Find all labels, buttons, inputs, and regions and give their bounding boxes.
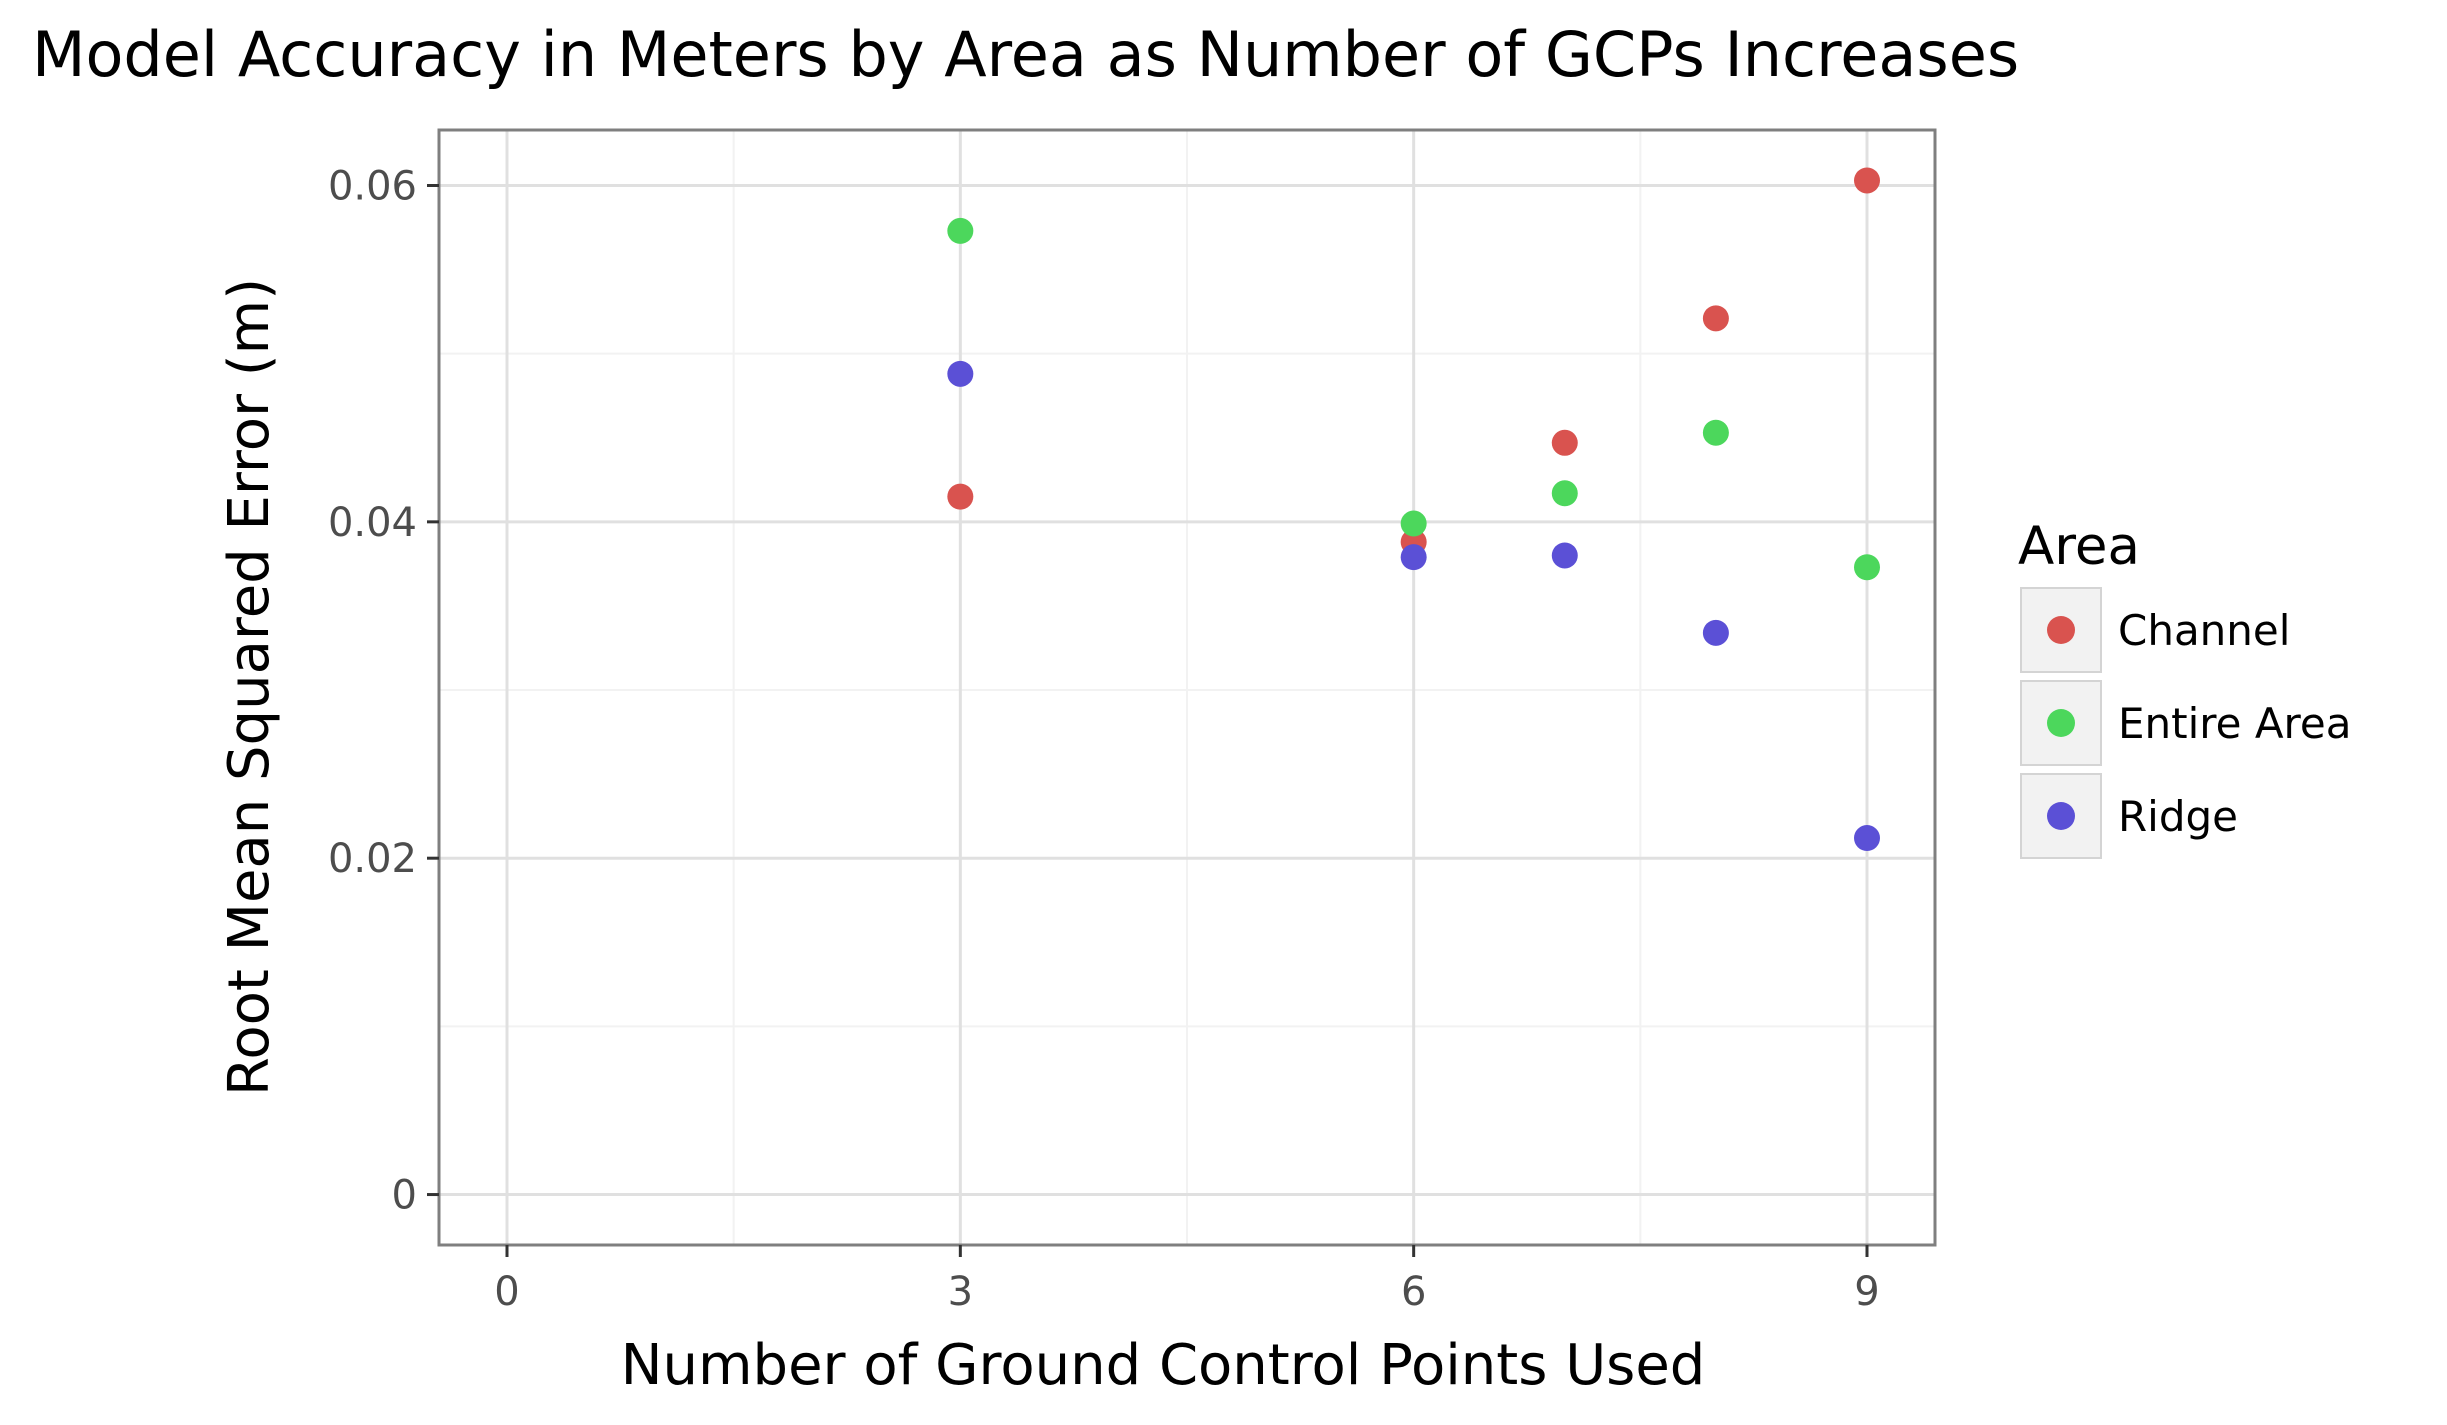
data-point-channel [947,483,974,510]
minor-gridlines [439,130,1935,1245]
data-point-entire-area [1551,480,1578,507]
data-point-ridge [1854,825,1880,852]
data-point-entire-area [1400,510,1427,537]
data-point-entire-area [1702,419,1729,446]
legend-label: Ridge [2118,792,2238,841]
plot-panel [437,128,1937,1247]
data-point-ridge [1400,544,1427,571]
x-axis-label: Number of Ground Control Points Used [621,1333,1706,1398]
chart-title: Model Accuracy in Meters by Area as Numb… [32,18,2019,91]
legend: Area Channel Entire Area Ridge [2018,516,2351,859]
data-point-channel [1854,167,1880,194]
data-point-ridge [947,360,974,387]
y-tick-label: 0.06 [328,163,417,209]
y-axis-label: Root Mean Squared Error (m) [217,278,282,1096]
data-point-ridge [1551,542,1578,569]
y-tick-label: 0.02 [328,836,417,882]
legend-marker [2047,709,2075,737]
legend-label: Channel [2118,606,2290,655]
y-axis: 0 0.02 0.04 0.06 [328,163,439,1219]
x-tick-label: 0 [494,1269,519,1315]
legend-title: Area [2018,516,2140,577]
x-tick-label: 6 [1401,1269,1426,1315]
y-tick-label: 0 [392,1173,417,1219]
data-point-entire-area [947,217,974,244]
y-tick-label: 0.04 [328,500,417,546]
data-point-ridge [1702,619,1729,646]
legend-items: Channel Entire Area Ridge [2020,587,2351,859]
major-gridlines [439,130,1935,1245]
legend-marker [2047,802,2075,830]
legend-marker [2047,616,2075,644]
x-tick-label: 3 [948,1269,973,1315]
data-point-entire-area [1854,554,1880,581]
data-point-channel [1551,429,1578,456]
data-point-channel [1702,305,1729,332]
data-points [947,167,1880,852]
plot-border [437,128,1937,1247]
x-tick-label: 9 [1854,1269,1879,1315]
x-axis: 0 3 6 9 [494,1245,1880,1315]
legend-label: Entire Area [2118,699,2351,748]
